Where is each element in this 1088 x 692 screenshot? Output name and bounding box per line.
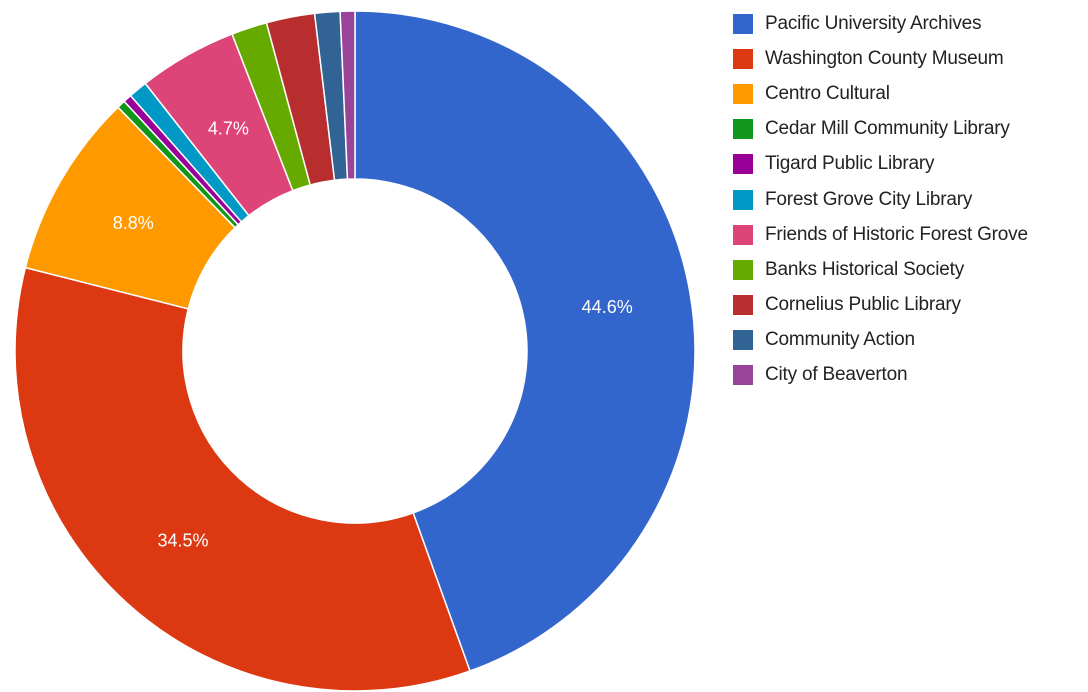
- legend-item-community-action: Community Action: [733, 323, 1085, 358]
- legend-swatch: [733, 330, 753, 351]
- legend-item-centro-cultural: Centro Cultural: [733, 76, 1085, 111]
- legend-item-banks-historical-society: Banks Historical Society: [733, 252, 1085, 287]
- slice-label-pacific-university-archives: 44.6%: [582, 297, 633, 317]
- legend-item-city-of-beaverton: City of Beaverton: [733, 358, 1085, 393]
- slice-label-washington-county-museum: 34.5%: [157, 531, 208, 551]
- slice-city-of-beaverton: [339, 10, 356, 180]
- legend-swatch: [733, 154, 753, 175]
- legend: Pacific University Archives Washington Co…: [733, 6, 1085, 393]
- slices-group: [14, 10, 696, 692]
- legend-label: Pacific University Archives: [765, 12, 982, 34]
- legend-label: Washington County Museum: [765, 47, 1004, 69]
- legend-swatch: [733, 189, 753, 210]
- legend-label: Banks Historical Society: [765, 258, 964, 280]
- legend-label: Cedar Mill Community Library: [765, 118, 1010, 140]
- legend-label: Tigard Public Library: [765, 153, 935, 175]
- slice-washington-county-museum: [14, 266, 471, 692]
- legend-swatch: [733, 365, 753, 386]
- legend-item-friends-of-historic-forest-grove: Friends of Historic Forest Grove: [733, 217, 1085, 252]
- legend-swatch: [733, 119, 753, 140]
- legend-label: City of Beaverton: [765, 364, 908, 386]
- slice-labels-group: 44.6% 34.5% 8.8% 4.7%: [113, 118, 633, 550]
- legend-label: Community Action: [765, 329, 915, 351]
- legend-label: Forest Grove City Library: [765, 188, 973, 210]
- legend-item-washington-county-museum: Washington County Museum: [733, 41, 1085, 76]
- slice-pacific-university-archives: [354, 10, 696, 672]
- legend-item-pacific-university-archives: Pacific University Archives: [733, 6, 1085, 41]
- legend-swatch: [733, 13, 753, 34]
- legend-swatch: [733, 259, 753, 280]
- legend-swatch: [733, 48, 753, 69]
- slice-label-centro-cultural: 8.8%: [113, 213, 154, 233]
- legend-label: Centro Cultural: [765, 82, 890, 104]
- legend-item-cornelius-public-library: Cornelius Public Library: [733, 288, 1085, 323]
- slice-label-friends-of-historic-forest-grove: 4.7%: [208, 118, 249, 138]
- legend-swatch: [733, 83, 753, 104]
- legend-label: Cornelius Public Library: [765, 294, 961, 316]
- legend-swatch: [733, 295, 753, 316]
- legend-label: Friends of Historic Forest Grove: [765, 223, 1028, 245]
- legend-item-tigard-public-library: Tigard Public Library: [733, 147, 1085, 182]
- legend-item-cedar-mill-community-library: Cedar Mill Community Library: [733, 112, 1085, 147]
- legend-item-forest-grove-city-library: Forest Grove City Library: [733, 182, 1085, 217]
- legend-swatch: [733, 224, 753, 245]
